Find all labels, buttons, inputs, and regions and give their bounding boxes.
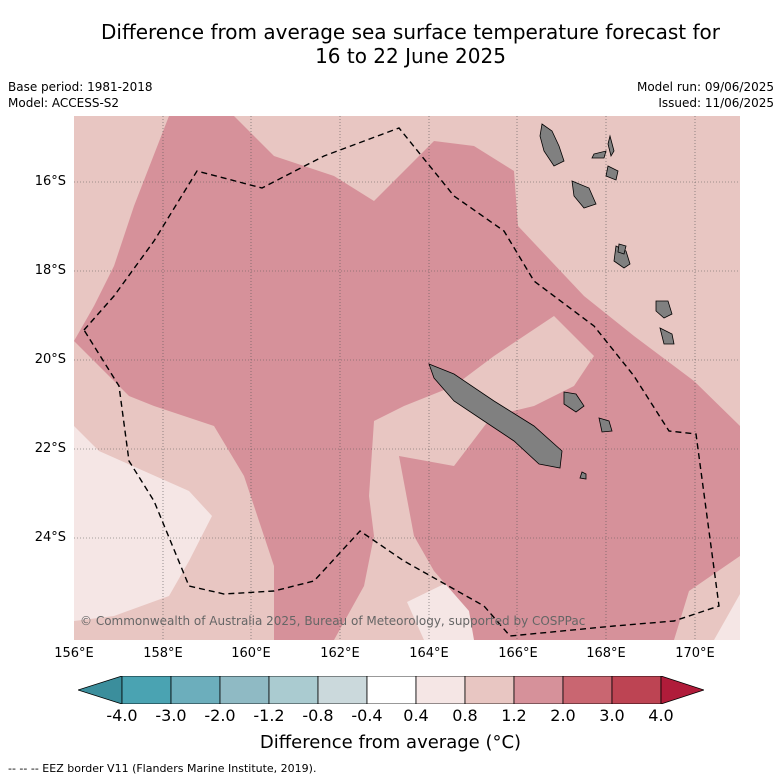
vanuatu-small-island: [607, 134, 615, 158]
colorbar-bin: [170, 676, 221, 704]
sst-anomaly-map: [74, 116, 740, 640]
small-island: [617, 243, 627, 255]
loyalty-islands: [655, 300, 673, 319]
colorbar-tick: -0.4: [351, 706, 383, 725]
lat-label-22s: 22°S: [34, 441, 66, 456]
colorbar-bin: [121, 676, 172, 704]
colorbar-bin: [464, 676, 515, 704]
map-gridlines: [74, 116, 740, 640]
colorbar-bin: [317, 676, 368, 704]
colorbar-lower-extension: [78, 676, 123, 704]
lon-label-162e: 162°E: [320, 646, 360, 661]
copyright-notice: © Commonwealth of Australia 2025, Bureau…: [80, 614, 586, 628]
low-anomaly-region-west: [74, 426, 212, 621]
issued-date: Issued: 11/06/2025: [658, 96, 774, 110]
colorbar-bin: [219, 676, 270, 704]
colorbar-upper-extension: [660, 676, 704, 704]
land-masses: [428, 123, 675, 480]
lon-label-158e: 158°E: [143, 646, 183, 661]
map-title-line2: 16 to 22 June 2025: [315, 44, 506, 68]
loyalty-islands: [598, 417, 613, 433]
colorbar-bin: [562, 676, 613, 704]
lat-label-18s: 18°S: [34, 263, 66, 278]
colorbar-bin: [366, 676, 417, 704]
colorbar: [78, 676, 704, 704]
colorbar-tick: 1.2: [501, 706, 527, 725]
lon-label-156e: 156°E: [54, 646, 94, 661]
eez-border: [83, 127, 720, 637]
base-period: Base period: 1981-2018: [8, 80, 153, 94]
colorbar-bin: [268, 676, 319, 704]
loyalty-islands: [563, 391, 585, 413]
low-anomaly-region-southeast: [714, 594, 740, 640]
lon-label-166e: 166°E: [498, 646, 538, 661]
lat-label-16s: 16°S: [34, 174, 66, 189]
colorbar-tick: -2.0: [204, 706, 236, 725]
colorbar-tick: -1.2: [253, 706, 285, 725]
new-caledonia: [428, 363, 563, 469]
colorbar-tick: 0.4: [403, 706, 429, 725]
lon-label-170e: 170°E: [675, 646, 715, 661]
vanuatu-north-island: [539, 123, 565, 167]
lon-label-164e: 164°E: [409, 646, 449, 661]
colorbar-tick: 2.0: [550, 706, 576, 725]
colorbar-label: Difference from average (°C): [259, 732, 522, 753]
vanuatu-small-island: [591, 150, 607, 159]
eez-legend: -- -- -- EEZ border V11 (Flanders Marine…: [8, 762, 317, 775]
lon-label-168e: 168°E: [586, 646, 626, 661]
colorbar-tick: 4.0: [648, 706, 674, 725]
map-canvas: [74, 116, 740, 640]
colorbar-bin: [611, 676, 662, 704]
isle-of-pines: [579, 471, 587, 480]
lat-label-24s: 24°S: [34, 530, 66, 545]
colorbar-tick: 3.0: [599, 706, 625, 725]
main-anomaly-region: [74, 116, 740, 640]
colorbar-tick: -4.0: [106, 706, 138, 725]
colorbar-bin: [513, 676, 564, 704]
map-title-line1: Difference from average sea surface temp…: [100, 20, 720, 44]
model-name: Model: ACCESS-S2: [8, 96, 120, 110]
loyalty-islands: [659, 327, 675, 345]
model-run: Model run: 09/06/2025: [636, 80, 774, 94]
lat-label-20s: 20°S: [34, 352, 66, 367]
vanuatu-small-island: [605, 165, 619, 181]
vanuatu-island: [571, 180, 597, 209]
colorbar-tick: -3.0: [155, 706, 187, 725]
lon-label-160e: 160°E: [231, 646, 271, 661]
colorbar-bin: [415, 676, 466, 704]
colorbar-tick: 0.8: [452, 706, 478, 725]
colorbar-tick: -0.8: [302, 706, 334, 725]
